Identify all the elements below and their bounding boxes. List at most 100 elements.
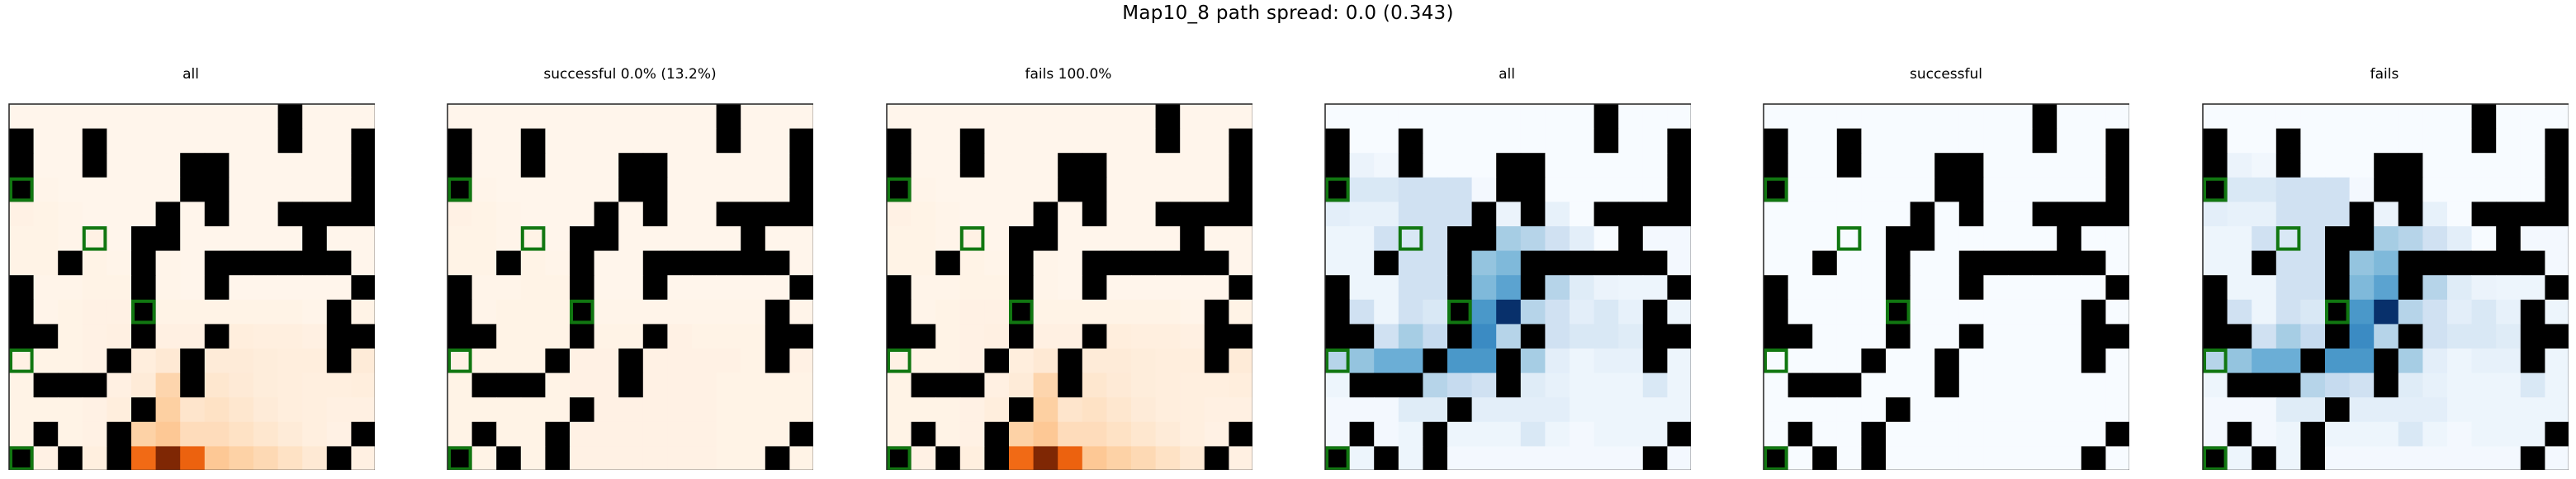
heat-cell: [984, 104, 1010, 129]
wall-cell: [1180, 250, 1205, 276]
heat-cell: [716, 226, 741, 251]
wall-cell: [2325, 324, 2350, 349]
heat-cell: [180, 250, 206, 276]
wall-cell: [1812, 372, 1838, 398]
heat-cell: [2105, 446, 2129, 470]
heat-cell: [692, 446, 717, 470]
heat-cell: [2057, 324, 2082, 349]
wall-cell: [2349, 226, 2375, 251]
heat-cell: [765, 421, 790, 447]
wall-cell: [1471, 202, 1497, 227]
wall-cell: [33, 324, 59, 349]
heat-cell: [911, 275, 936, 301]
heat-cell: [326, 372, 352, 398]
heat-cell: [2300, 177, 2326, 202]
heat-cell: [1180, 299, 1205, 325]
wall-cell: [1934, 349, 1960, 373]
wall-cell: [1325, 275, 1350, 301]
heat-cell: [2520, 104, 2545, 129]
heat-cell: [1009, 349, 1034, 373]
heat-cell: [2008, 275, 2033, 301]
wall-cell: [911, 372, 936, 398]
heat-cell: [1958, 446, 1984, 470]
heat-cell: [2374, 275, 2399, 301]
heat-cell: [570, 349, 594, 373]
heat-cell: [277, 372, 303, 398]
heat-cell: [131, 177, 156, 202]
wall-cell: [887, 128, 912, 154]
heat-cell: [1836, 177, 1862, 202]
heat-cell: [1033, 104, 1058, 129]
heat-cell: [1229, 250, 1252, 276]
heat-cell: [1520, 226, 1546, 251]
panel-title-1: all: [182, 66, 199, 83]
wall-cell: [1667, 275, 1691, 301]
heat-cell: [1033, 275, 1058, 301]
heat-cell: [1545, 128, 1570, 154]
heat-cell: [1593, 177, 1619, 202]
goal-marker: [82, 226, 107, 251]
heat-cell: [1155, 299, 1181, 325]
goal-marker: [1836, 226, 1862, 251]
wall-cell: [33, 421, 59, 447]
heat-cell: [155, 349, 181, 373]
heat-cell: [520, 104, 546, 129]
heat-cell: [229, 299, 254, 325]
wall-cell: [447, 275, 472, 301]
heat-cell: [741, 128, 766, 154]
heat-cell: [204, 446, 230, 470]
heat-cell: [911, 104, 936, 129]
heat-cell: [1570, 446, 1594, 470]
heat-cell: [1471, 421, 1497, 447]
heat-cell: [2374, 446, 2399, 470]
heat-cell: [1570, 104, 1594, 129]
heat-cell: [1496, 421, 1522, 447]
heat-cell: [2300, 153, 2326, 178]
heat-cell: [2520, 128, 2545, 154]
heat-cell: [1836, 104, 1862, 129]
heat-cell: [1764, 372, 1788, 398]
heat-cell: [253, 446, 278, 470]
heat-cell: [204, 226, 230, 251]
heat-cell: [277, 299, 303, 325]
heat-cell: [1886, 128, 1911, 154]
heat-cell: [984, 299, 1010, 325]
heat-cell: [667, 397, 693, 423]
heat-cell: [1423, 324, 1448, 349]
heat-cell: [302, 349, 328, 373]
heat-cell: [1106, 275, 1132, 301]
heat-cell: [1471, 349, 1497, 373]
heat-cell: [496, 421, 522, 447]
wall-cell: [2325, 397, 2350, 423]
heat-cell: [692, 177, 717, 202]
heat-cell: [1180, 104, 1205, 129]
heat-cell: [1861, 226, 1887, 251]
wall-cell: [1447, 324, 1472, 349]
wall-cell: [2081, 299, 2106, 325]
wall-cell: [1593, 250, 1619, 276]
heat-cell: [545, 153, 571, 178]
heat-cell: [667, 324, 693, 349]
heat-cell: [1374, 299, 1399, 325]
heat-cell: [1058, 226, 1083, 251]
heat-cell: [155, 250, 181, 276]
heat-cell: [471, 104, 497, 129]
wall-cell: [1398, 372, 1423, 398]
heat-cell: [1667, 299, 1691, 325]
wall-cell: [302, 202, 328, 227]
heat-cell: [1082, 349, 1107, 373]
goal-marker: [887, 177, 912, 202]
heat-cell: [1398, 226, 1423, 251]
wall-cell: [618, 349, 644, 373]
heat-cell: [326, 104, 352, 129]
wall-cell: [1106, 250, 1132, 276]
heat-cell: [1618, 177, 1644, 202]
heat-cell: [2252, 226, 2277, 251]
heat-cell: [2057, 177, 2082, 202]
heat-cell: [131, 153, 156, 178]
heat-cell: [2349, 372, 2375, 398]
wall-cell: [1155, 202, 1181, 227]
wall-cell: [1229, 275, 1252, 301]
heat-cell: [33, 446, 59, 470]
heat-cell: [642, 446, 668, 470]
